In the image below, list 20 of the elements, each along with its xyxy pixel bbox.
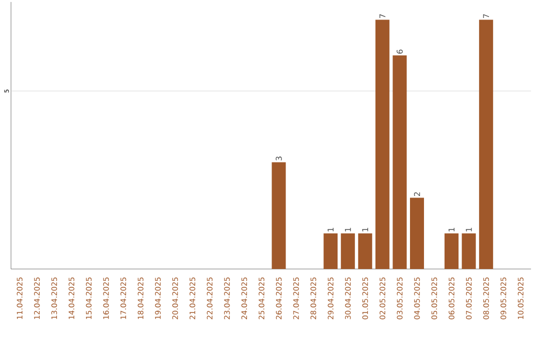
bar [358, 233, 372, 269]
data-label: 7 [380, 14, 386, 18]
data-label: 6 [396, 50, 403, 54]
bar [444, 233, 459, 269]
data-label: 1 [328, 228, 334, 232]
bar [375, 20, 390, 269]
bar [272, 162, 286, 269]
data-label: 7 [483, 14, 490, 18]
data-label: 1 [362, 228, 368, 232]
data-label: 3 [276, 156, 282, 160]
data-label: 1 [448, 228, 454, 232]
data-label: 1 [466, 228, 472, 232]
bar [340, 233, 355, 269]
bar [410, 198, 424, 269]
bar [392, 55, 407, 269]
bar [479, 20, 494, 269]
data-label: 1 [344, 228, 351, 232]
bar [324, 233, 338, 269]
data-label: 2 [414, 192, 420, 196]
bar [462, 233, 476, 269]
